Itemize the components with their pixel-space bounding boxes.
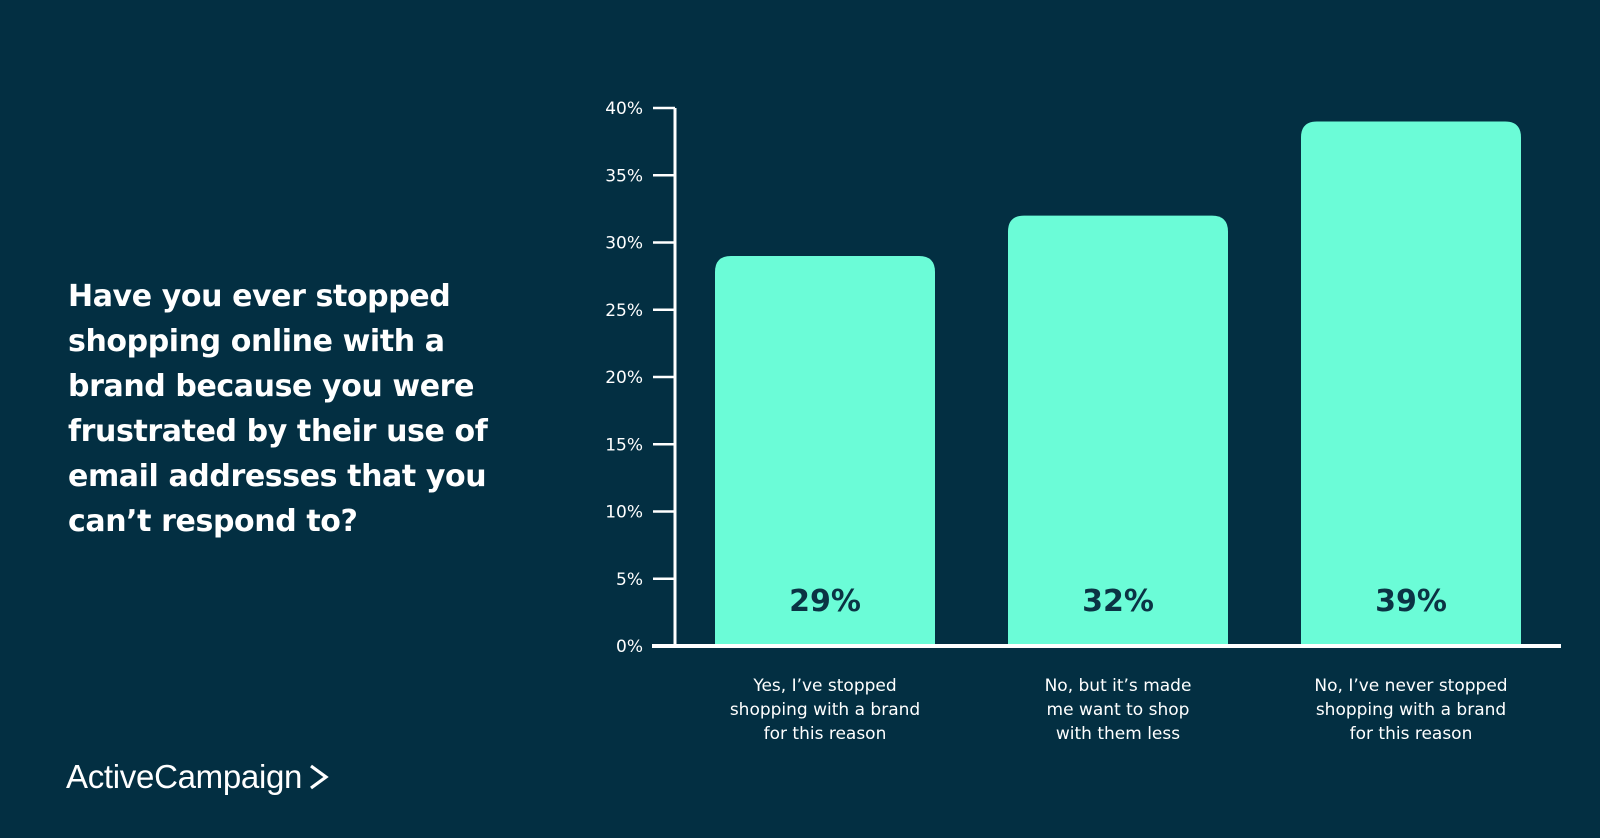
y-tick-label: 20%	[605, 368, 643, 388]
category-label: No, I’ve never stopped shopping with a br…	[1314, 676, 1507, 744]
bar-value-label: 32%	[1082, 584, 1154, 619]
y-tick-label: 15%	[605, 435, 643, 455]
brand-name: ActiveCampaign	[66, 758, 303, 795]
category-label: Yes, I’ve stopped shopping with a brand fo…	[730, 676, 920, 744]
y-tick-label: 5%	[616, 570, 643, 590]
y-tick-label: 40%	[605, 99, 643, 119]
y-tick-label: 30%	[605, 234, 643, 254]
bar	[1301, 121, 1521, 646]
brand-logo: ActiveCampaign	[66, 758, 330, 796]
bar-value-label: 39%	[1375, 584, 1447, 619]
chart-question-title: Have you ever stopped shopping online wi…	[68, 279, 488, 539]
y-tick-label: 35%	[605, 166, 643, 186]
chevron-right-icon	[310, 764, 329, 790]
y-tick-label: 25%	[605, 301, 643, 321]
bar	[1008, 215, 1228, 646]
bar	[715, 255, 935, 646]
bar-value-label: 29%	[789, 584, 861, 619]
y-tick-label: 10%	[605, 503, 643, 523]
category-label: No, but it’s made me want to shop with the…	[1045, 676, 1192, 744]
y-tick-label: 0%	[616, 637, 643, 657]
